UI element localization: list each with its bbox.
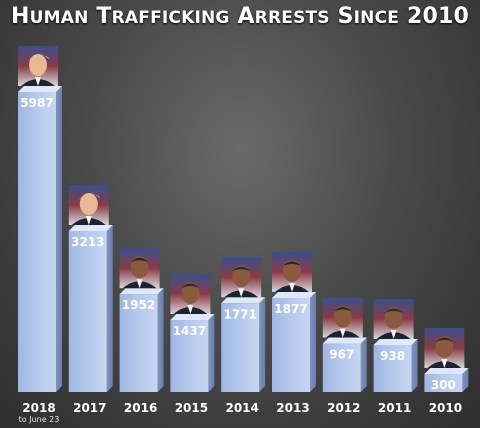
obama-portrait-icon	[322, 297, 363, 338]
trump-portrait-icon	[18, 46, 58, 86]
bar-group: 1952 2016	[119, 248, 164, 415]
bar-top	[424, 368, 469, 374]
obama-portrait-icon	[373, 298, 414, 339]
bar-value-label: 1771	[223, 307, 256, 321]
bar-side	[310, 291, 316, 392]
bar-group: 967 2012	[322, 297, 367, 415]
bar-top	[170, 313, 215, 320]
bar-group: 1877 2013	[272, 251, 316, 415]
bar-value-label: 300	[431, 378, 456, 392]
x-tick-label: 2014	[225, 401, 258, 415]
bar-side	[56, 86, 62, 392]
bar-top	[373, 338, 418, 345]
obama-portrait-icon	[119, 248, 160, 289]
x-tick-note: to June 23	[19, 415, 60, 424]
bar-value-label: 3213	[71, 235, 104, 249]
bar-top	[221, 297, 266, 304]
bar	[170, 319, 209, 392]
x-tick-label: 2015	[175, 401, 208, 415]
trump-portrait-icon	[68, 185, 109, 226]
bar-group: 3213 2017	[68, 185, 113, 415]
bar-top	[18, 86, 62, 92]
bar-side	[106, 225, 113, 392]
bar	[424, 374, 463, 392]
bar-side	[208, 313, 215, 392]
bar-top	[119, 288, 164, 295]
bar-side	[157, 288, 164, 392]
obama-portrait-icon	[221, 257, 262, 298]
bar-group: 300 2010	[424, 328, 469, 415]
bar-side	[411, 338, 418, 392]
bar-top	[272, 291, 316, 298]
bar-value-label: 5987	[20, 96, 53, 110]
bar-group: 1771 2014	[221, 257, 266, 415]
bar	[68, 231, 107, 392]
x-tick-label: 2016	[124, 401, 157, 415]
x-tick-label: 2018	[22, 401, 55, 415]
bar-side	[360, 337, 367, 392]
bar	[272, 297, 310, 392]
bar-value-label: 1437	[173, 324, 206, 338]
obama-portrait-icon	[170, 273, 211, 314]
bar-group: 938 2011	[373, 298, 418, 415]
bar-side	[462, 368, 469, 392]
bar-value-label: 938	[380, 349, 405, 363]
bar	[119, 294, 158, 392]
bar-top	[68, 225, 113, 232]
bar	[373, 344, 412, 392]
chart-title: HUMAN TRAFFICKING ARRESTS SINCE 2010	[11, 4, 469, 29]
bar-value-label: 1952	[122, 298, 155, 312]
x-tick-label: 2012	[327, 401, 360, 415]
bar-value-label: 1877	[274, 302, 307, 316]
bar-side	[259, 297, 266, 392]
x-tick-label: 2017	[73, 401, 106, 415]
x-tick-label: 2013	[276, 401, 309, 415]
obama-portrait-icon	[272, 251, 312, 292]
bar-value-label: 967	[329, 348, 354, 362]
bar	[322, 343, 361, 392]
obama-portrait-icon	[424, 328, 465, 368]
x-tick-label: 2010	[429, 401, 462, 415]
x-tick-label: 2011	[378, 401, 411, 415]
bar-group: 1437 2015	[170, 273, 215, 415]
bar	[221, 303, 260, 392]
bar	[18, 92, 56, 392]
bar-top	[322, 337, 367, 344]
